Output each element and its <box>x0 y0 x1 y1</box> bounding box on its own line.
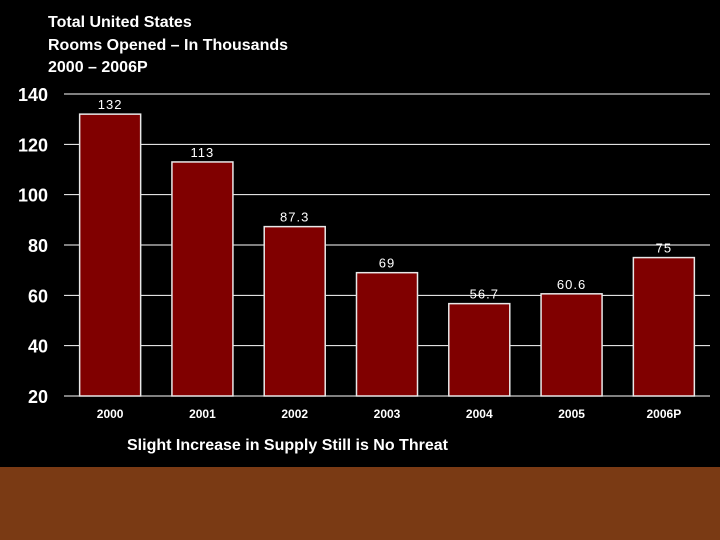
y-tick-label: 60 <box>28 286 48 306</box>
chart-title-line-2: Rooms Opened – In Thousands <box>48 37 289 54</box>
x-tick-label: 2001 <box>189 407 216 421</box>
bar <box>171 161 234 397</box>
y-tick-label: 80 <box>28 236 48 256</box>
data-label: 113 <box>191 145 215 160</box>
x-tick-label: 2003 <box>374 407 401 421</box>
bar <box>448 302 511 397</box>
x-tick-label: 2000 <box>97 407 124 421</box>
bar <box>78 113 142 397</box>
y-tick-label: 100 <box>18 186 48 206</box>
bar <box>632 256 696 397</box>
bar <box>540 293 603 397</box>
data-label: 87.3 <box>280 210 309 225</box>
y-tick-label: 40 <box>28 337 48 357</box>
x-tick-label: 2004 <box>466 407 493 421</box>
y-tick-label: 20 <box>28 387 48 407</box>
x-tick-label: 2006P <box>647 407 682 421</box>
y-tick-label: 140 <box>18 85 48 105</box>
y-tick-label: 120 <box>18 135 48 155</box>
data-label: 69 <box>379 256 395 271</box>
bar-chart: 20 40 60 80 100 120 140 132 2000 113 2001 87.3 2002 6… <box>18 85 710 421</box>
chart-caption: Slight Increase in Supply Still is No Th… <box>127 437 448 454</box>
data-label: 56.7 <box>470 287 499 302</box>
x-tick-label: 2005 <box>558 407 585 421</box>
bar <box>355 271 419 397</box>
bar <box>263 225 326 397</box>
data-label: 60.6 <box>557 277 586 292</box>
x-tick-label: 2002 <box>281 407 308 421</box>
data-label: 132 <box>98 97 123 112</box>
data-label: 75 <box>656 241 672 256</box>
chart-title-line-3: 2000 – 2006P <box>48 59 148 76</box>
chart-title-line-1: Total United States <box>48 14 192 31</box>
footer-band <box>0 467 720 540</box>
